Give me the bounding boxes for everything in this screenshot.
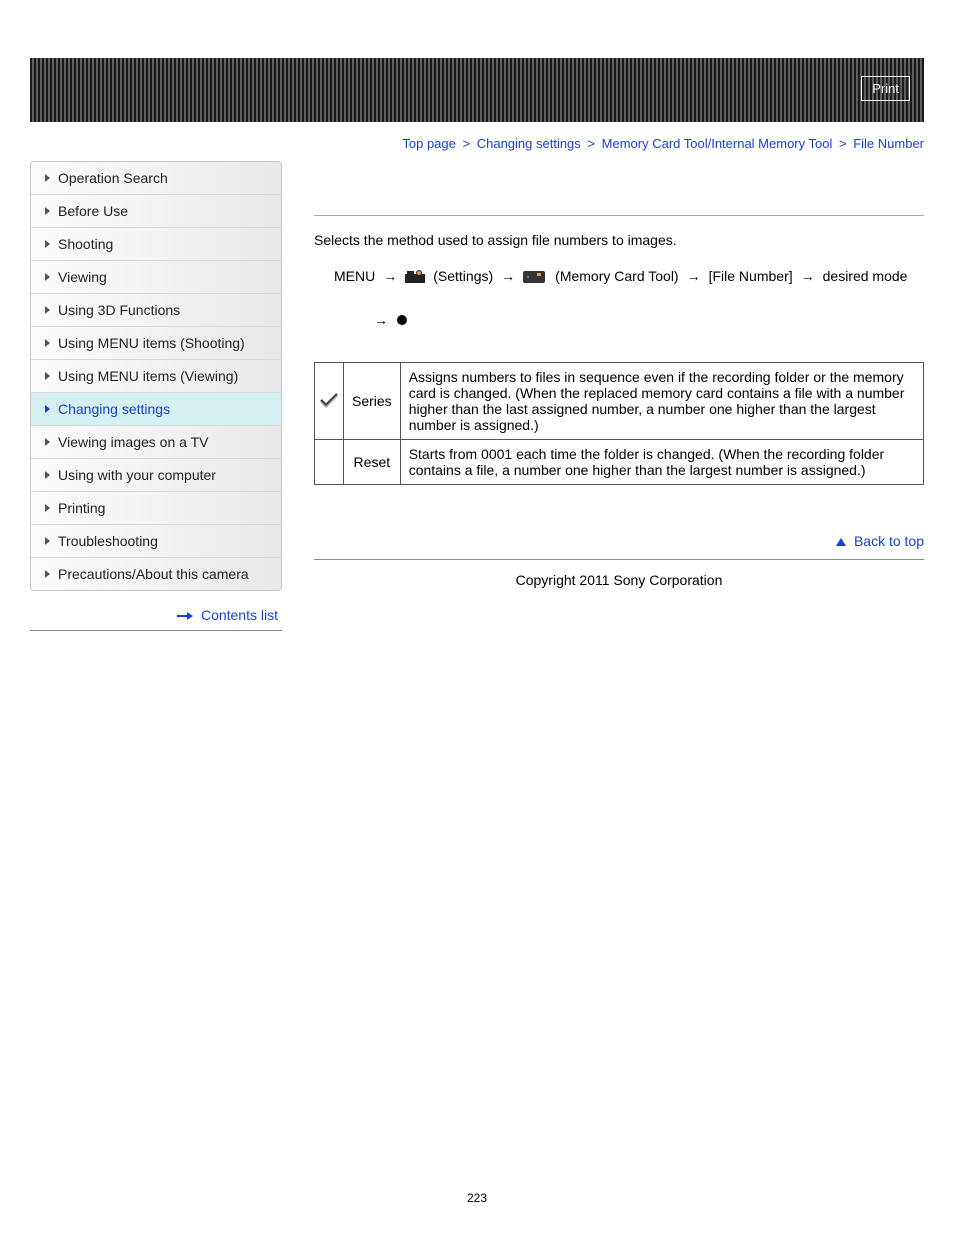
intro-text: Selects the method used to assign file n… (314, 232, 924, 248)
arrow-icon: → (801, 262, 815, 290)
sidebar-item[interactable]: Precautions/About this camera (31, 558, 281, 590)
sidebar-item[interactable]: Troubleshooting (31, 525, 281, 558)
back-to-top-link[interactable]: Back to top (854, 533, 924, 549)
sidebar-item-label: Shooting (58, 236, 113, 252)
header-bar: Print (30, 58, 924, 122)
sidebar-item-label: Before Use (58, 203, 128, 219)
caret-right-icon (45, 504, 50, 512)
dot-icon (396, 314, 408, 326)
caret-right-icon (45, 174, 50, 182)
sidebar-item-label: Using 3D Functions (58, 302, 180, 318)
sidebar-item[interactable]: Viewing (31, 261, 281, 294)
up-triangle-icon (836, 538, 846, 546)
options-table: SeriesAssigns numbers to files in sequen… (314, 362, 924, 485)
contents-list-link[interactable]: Contents list (201, 607, 278, 623)
caret-right-icon (45, 570, 50, 578)
sidebar-item[interactable]: Shooting (31, 228, 281, 261)
caret-right-icon (45, 240, 50, 248)
option-name-cell: Series (344, 363, 401, 440)
checkmark-icon (319, 392, 339, 408)
arrow-icon: → (374, 306, 388, 334)
option-check-cell (315, 440, 344, 485)
caret-right-icon (45, 339, 50, 347)
caret-right-icon (45, 471, 50, 479)
sidebar-item[interactable]: Operation Search (31, 162, 281, 195)
caret-right-icon (45, 537, 50, 545)
table-row: ResetStarts from 0001 each time the fold… (315, 440, 924, 485)
menu-path-cardtool: (Memory Card Tool) (555, 262, 678, 290)
arrow-icon: → (501, 262, 515, 290)
main-content: Selects the method used to assign file n… (314, 161, 924, 628)
sidebar-item-label: Changing settings (58, 401, 170, 417)
breadcrumb-link[interactable]: Memory Card Tool/Internal Memory Tool (602, 136, 833, 151)
sidebar-item-label: Precautions/About this camera (58, 566, 249, 582)
settings-icon (405, 269, 425, 283)
breadcrumb-link[interactable]: File Number (853, 136, 924, 151)
memory-card-icon (523, 269, 547, 283)
menu-path-menu: MENU (334, 262, 375, 290)
option-name-cell: Reset (344, 440, 401, 485)
menu-path: MENU → (Settings) → (Memory Card Tool) →… (314, 262, 924, 334)
sidebar-item[interactable]: Using MENU items (Viewing) (31, 360, 281, 393)
sidebar-item[interactable]: Printing (31, 492, 281, 525)
print-button[interactable]: Print (861, 76, 910, 101)
breadcrumb-link[interactable]: Changing settings (477, 136, 581, 151)
sidebar-item-label: Using with your computer (58, 467, 216, 483)
caret-right-icon (45, 372, 50, 380)
sidebar: Operation Search Before Use Shooting Viewin… (30, 161, 282, 591)
table-row: SeriesAssigns numbers to files in sequen… (315, 363, 924, 440)
sidebar-item[interactable]: Viewing images on a TV (31, 426, 281, 459)
sidebar-item-label: Printing (58, 500, 105, 516)
menu-path-filenumber: [File Number] (709, 262, 793, 290)
caret-right-icon (45, 438, 50, 446)
breadcrumb-link[interactable]: Top page (402, 136, 456, 151)
copyright-text: Copyright 2011 Sony Corporation (314, 560, 924, 628)
option-desc-cell: Assigns numbers to files in sequence eve… (400, 363, 923, 440)
menu-path-settings: (Settings) (433, 262, 493, 290)
back-to-top-row: Back to top (314, 533, 924, 560)
menu-path-desired: desired mode (823, 262, 908, 290)
sidebar-item-label: Viewing (58, 269, 107, 285)
sidebar-item[interactable]: Using MENU items (Shooting) (31, 327, 281, 360)
caret-right-icon (45, 207, 50, 215)
breadcrumb: Top page > Changing settings > Memory Ca… (30, 122, 924, 161)
arrow-right-icon (177, 608, 193, 624)
arrow-icon: → (383, 262, 397, 290)
sidebar-item[interactable]: Changing settings (31, 393, 281, 426)
caret-right-icon (45, 405, 50, 413)
sidebar-item[interactable]: Using with your computer (31, 459, 281, 492)
sidebar-item-label: Using MENU items (Viewing) (58, 368, 238, 384)
option-check-cell (315, 363, 344, 440)
page-number: 223 (30, 631, 924, 1205)
caret-right-icon (45, 306, 50, 314)
divider (314, 215, 924, 216)
option-desc-cell: Starts from 0001 each time the folder is… (400, 440, 923, 485)
breadcrumb-sep: > (587, 136, 595, 151)
breadcrumb-sep: > (463, 136, 471, 151)
contents-list-row: Contents list (30, 599, 282, 631)
arrow-icon: → (687, 262, 701, 290)
sidebar-item-label: Troubleshooting (58, 533, 158, 549)
caret-right-icon (45, 273, 50, 281)
sidebar-item-label: Viewing images on a TV (58, 434, 208, 450)
sidebar-item[interactable]: Before Use (31, 195, 281, 228)
sidebar-item[interactable]: Using 3D Functions (31, 294, 281, 327)
sidebar-item-label: Using MENU items (Shooting) (58, 335, 245, 351)
breadcrumb-sep: > (839, 136, 847, 151)
sidebar-item-label: Operation Search (58, 170, 168, 186)
